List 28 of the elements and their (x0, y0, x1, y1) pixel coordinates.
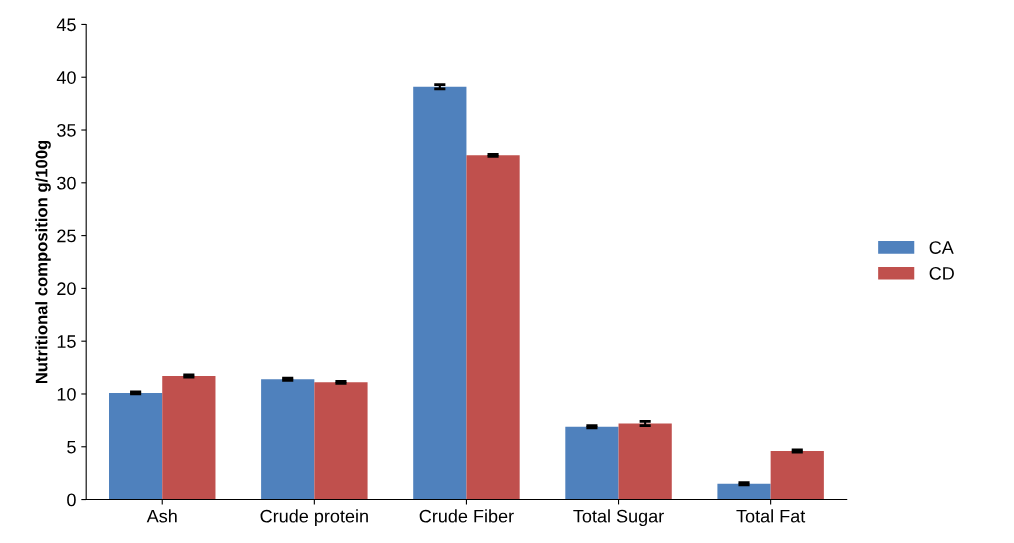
bar (565, 426, 619, 500)
x-tick-label: Crude protein (260, 509, 368, 527)
bar (109, 392, 163, 500)
x-tick-label: Ash (146, 509, 177, 523)
y-tick-label: 25 (57, 229, 76, 243)
y-tick-label: 30 (57, 176, 76, 190)
y-tick-label: 15 (57, 335, 76, 348)
y-tick-label: 40 (56, 71, 76, 84)
y-axis-title: Nutritional composition g/100g (35, 140, 51, 384)
y-tick-label: 10 (57, 387, 76, 401)
legend-label: CA (929, 241, 954, 254)
y-tick-label: 5 (67, 440, 76, 454)
bar (770, 450, 824, 500)
y-tick-label: 20 (57, 282, 76, 296)
x-tick-label: Total Sugar (573, 509, 664, 527)
x-tick-label: Crude Fiber (419, 509, 514, 523)
bar (466, 155, 520, 500)
legend-label: CD (929, 266, 954, 280)
x-tick-label: Total Fat (736, 509, 806, 523)
bar (162, 376, 216, 500)
y-tick-label: 45 (56, 18, 76, 32)
bar (413, 86, 467, 500)
y-tick-label: 0 (67, 493, 76, 507)
bar (314, 382, 368, 500)
bar (618, 423, 672, 500)
bar (717, 483, 771, 500)
bar (261, 379, 315, 500)
y-tick-label: 35 (57, 123, 76, 137)
